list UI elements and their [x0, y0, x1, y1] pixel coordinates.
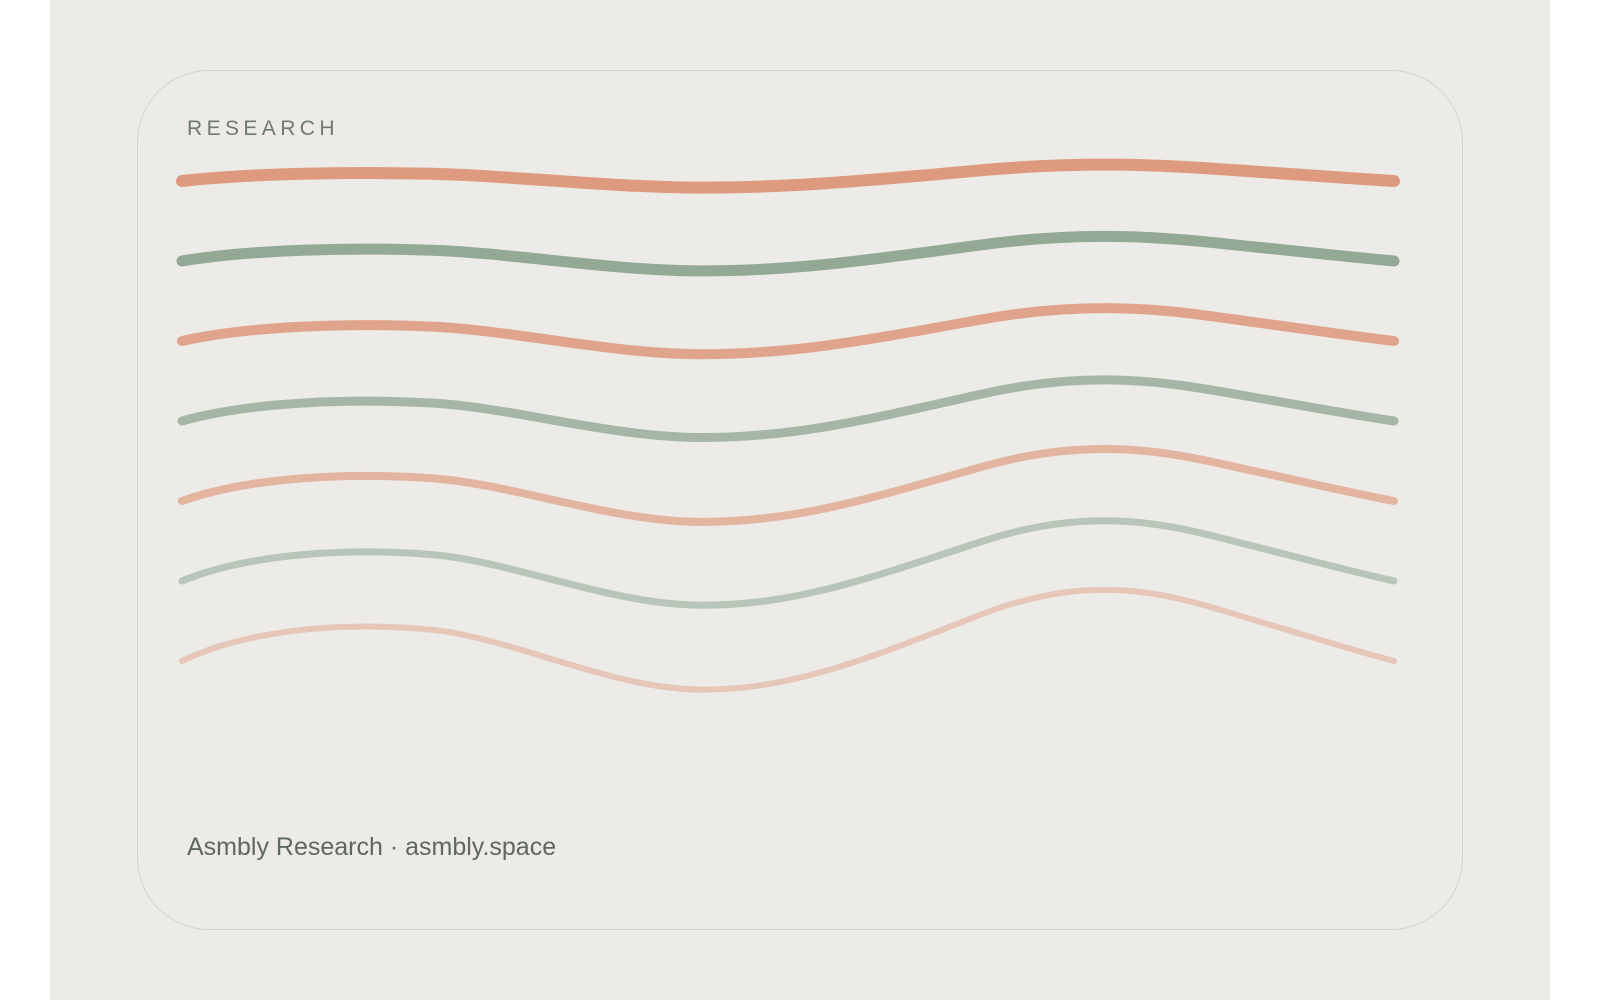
wave-5 [178, 445, 1398, 526]
wave-3 [177, 303, 1399, 360]
card-eyebrow-label: RESEARCH [187, 117, 339, 140]
wave-2 [176, 230, 1400, 277]
page-background: RESEARCH Asmbly Research · asmbly.space [50, 0, 1550, 1000]
card-footer: Asmbly Research · asmbly.space [187, 833, 557, 861]
wave-4 [177, 375, 1399, 443]
wave-1 [176, 158, 1400, 194]
wave-6 [178, 517, 1398, 609]
research-card: RESEARCH Asmbly Research · asmbly.space [137, 70, 1463, 930]
wave-pattern [176, 158, 1400, 693]
wave-7 [179, 586, 1397, 693]
